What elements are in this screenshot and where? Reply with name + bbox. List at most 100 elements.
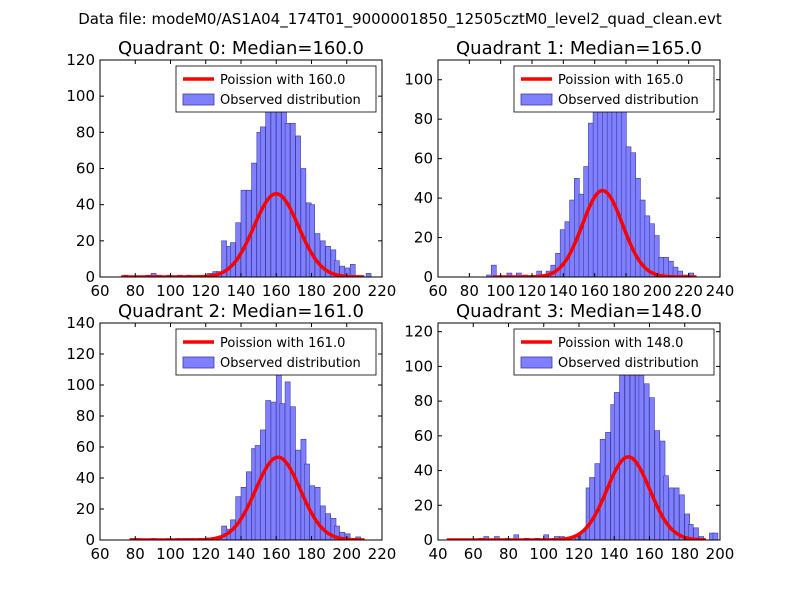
- quadrant-1-panel: Quadrant 1: Median=165.060 80 100 120 140 160…: [404, 38, 734, 300]
- legend-label-poisson: Poission with 160.0: [220, 73, 345, 88]
- histogram-bar: [573, 178, 580, 277]
- histogram-bar: [629, 353, 636, 540]
- histogram-bar: [638, 360, 645, 540]
- histogram-bar: [589, 477, 595, 540]
- histogram-bar: [334, 260, 340, 277]
- histogram-bar: [712, 532, 719, 540]
- y-tick-label: 40: [76, 469, 95, 487]
- quadrant-1-axes-frame: [437, 59, 721, 278]
- histogram-bar: [279, 403, 286, 540]
- histogram-bar: [625, 146, 632, 277]
- quadrant-3-panel: Quadrant 3: Median=148.0 40 60 80 100 120 140 1…: [404, 301, 734, 563]
- x-tick-label: 220: [368, 282, 397, 300]
- y-tick-label: 120: [66, 345, 95, 363]
- quadrant-1-legend: Poission with 165.0 Observed distribution: [513, 65, 715, 113]
- x-tick-label: 60: [90, 545, 109, 563]
- x-tick-label: 220: [368, 545, 397, 563]
- legend-bar-swatch: [520, 93, 553, 106]
- poisson-curve: [120, 191, 366, 277]
- histogram-bar: [679, 494, 685, 540]
- legend-bar-swatch: [182, 356, 215, 369]
- x-tick-label: 180: [670, 545, 699, 563]
- x-tick-label: 100: [486, 282, 515, 300]
- histogram-bar: [320, 505, 326, 540]
- legend-label-observed: Observed distribution: [220, 356, 361, 371]
- legend-label-poisson: Poission with 161.0: [220, 336, 345, 351]
- figure-suptitle: Data file: modeM0/AS1A04_174T01_90000018…: [78, 10, 722, 29]
- y-tick-label: 120: [404, 323, 433, 341]
- x-tick-label: 200: [643, 282, 672, 300]
- histogram-bar: [300, 168, 307, 277]
- histogram-bar: [309, 204, 315, 277]
- x-tick-label: 120: [518, 282, 547, 300]
- y-tick-label: 80: [76, 407, 95, 425]
- y-tick-label: 40: [414, 189, 433, 207]
- x-tick-label: 80: [460, 282, 479, 300]
- histogram-bar: [663, 256, 669, 277]
- histogram-bar: [616, 89, 622, 277]
- histogram-bar: [667, 260, 674, 277]
- x-tick-label: 180: [297, 282, 326, 300]
- histogram-bar: [630, 152, 637, 277]
- y-tick-label: 0: [85, 268, 95, 286]
- quadrant-0-legend: Poission with 160.0 Observed distribution: [175, 65, 377, 113]
- histogram-bar: [653, 235, 660, 277]
- poisson-curve: [129, 455, 366, 540]
- y-tick-label: 0: [423, 268, 433, 286]
- x-tick-label: 100: [156, 282, 185, 300]
- x-tick-label: 100: [529, 545, 558, 563]
- y-tick-label: 40: [76, 196, 95, 214]
- y-tick-label: 100: [404, 71, 433, 89]
- histogram-bar: [265, 108, 271, 277]
- x-tick-label: 220: [674, 282, 703, 300]
- histogram-bar: [597, 93, 604, 277]
- histogram-bar: [594, 463, 601, 540]
- quadrant-2-title: Quadrant 2: Median=161.0: [118, 301, 364, 322]
- quadrant-0-panel: Quadrant 0: Median=160.0 60 80 100 120 140 160…: [66, 38, 396, 300]
- x-tick-label: 180: [297, 545, 326, 563]
- histogram-bar: [654, 430, 661, 540]
- y-tick-label: 100: [404, 357, 433, 375]
- histogram-bar: [673, 487, 680, 540]
- x-tick-label: 40: [428, 545, 447, 563]
- y-tick-label: 100: [66, 376, 95, 394]
- y-tick-label: 0: [85, 531, 95, 549]
- histogram-bar: [564, 221, 571, 277]
- y-tick-label: 20: [414, 229, 433, 247]
- histogram-bar: [668, 487, 675, 540]
- histogram-bar: [624, 359, 631, 540]
- quadrant-2-legend: Poission with 161.0 Observed distribution: [175, 328, 377, 376]
- legend-bar-swatch: [520, 356, 553, 369]
- histogram-bar: [619, 360, 625, 540]
- x-tick-label: 60: [90, 282, 109, 300]
- x-tick-label: 80: [126, 545, 145, 563]
- y-tick-label: 20: [76, 232, 95, 250]
- y-tick-label: 60: [414, 150, 433, 168]
- y-tick-label: 120: [66, 51, 95, 69]
- x-tick-label: 140: [549, 282, 578, 300]
- histogram-bar: [295, 135, 301, 277]
- y-tick-label: 60: [414, 427, 433, 445]
- y-tick-label: 20: [76, 500, 95, 518]
- x-tick-label: 140: [227, 282, 256, 300]
- quadrant-1-title: Quadrant 1: Median=165.0: [456, 38, 702, 59]
- x-tick-label: 160: [580, 282, 609, 300]
- histogram-bar: [606, 87, 613, 277]
- histogram-bar: [592, 103, 599, 277]
- quadrant-3-title: Quadrant 3: Median=148.0: [456, 301, 702, 322]
- histogram-bar: [620, 85, 627, 277]
- histogram-bar: [599, 439, 606, 540]
- legend-label-poisson: Poission with 165.0: [558, 73, 683, 88]
- histogram-bar: [314, 486, 321, 540]
- x-tick-label: 140: [227, 545, 256, 563]
- legend-bar-swatch: [182, 93, 215, 106]
- x-tick-label: 120: [191, 282, 220, 300]
- histogram-bar: [555, 253, 561, 277]
- histogram-bar: [559, 229, 566, 277]
- histogram-bar: [320, 240, 326, 277]
- histogram-bar: [290, 122, 296, 277]
- x-tick-label: 80: [126, 282, 145, 300]
- histogram-bar: [295, 449, 302, 540]
- legend-label-poisson: Poission with 148.0: [558, 336, 683, 351]
